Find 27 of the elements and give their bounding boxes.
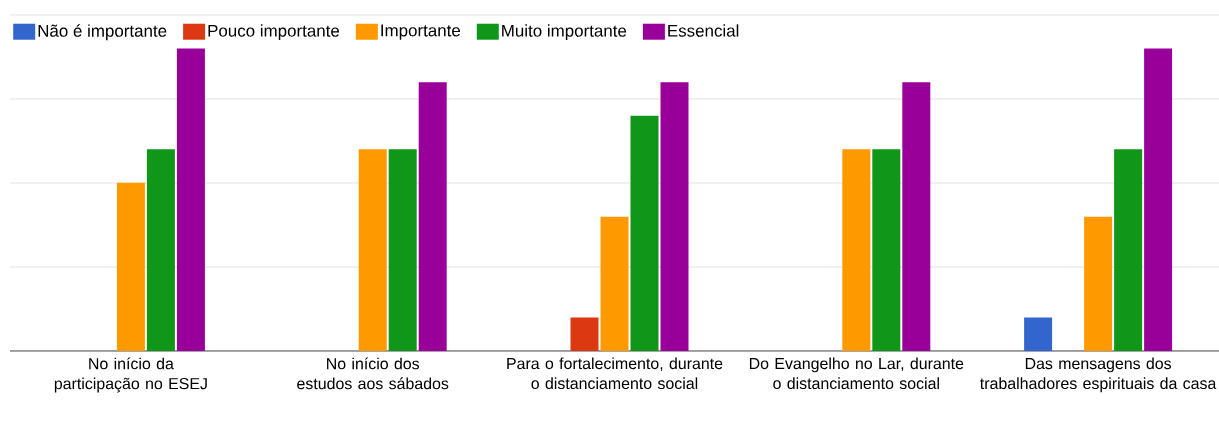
bar <box>418 82 447 351</box>
bar <box>902 82 931 351</box>
bar <box>146 149 175 351</box>
bar <box>872 149 901 351</box>
bar <box>1144 48 1173 351</box>
bar <box>660 82 689 351</box>
x-tick-label: Do Evangelho no Lar, durante o distanciamento social <box>749 357 964 390</box>
bar <box>600 216 629 351</box>
x-tick-label: No início da participação no ESEJ <box>54 357 207 393</box>
x-tick-label: Para o fortalecimento, durante o distanciamento social <box>507 357 723 390</box>
legend-label: Essencial <box>668 24 739 37</box>
bar <box>388 149 417 351</box>
bar <box>1024 317 1053 351</box>
legend-label: Pouco importante <box>208 24 340 41</box>
legend-label: Não é importante <box>38 24 167 41</box>
x-tick-label: No início dos estudos aos sábados <box>297 357 449 390</box>
legend-label: Importante <box>381 24 461 40</box>
x-tick-label: Das mensagens dos trabalhadores espirituais da casa <box>980 357 1217 393</box>
bar <box>176 48 205 351</box>
bar <box>842 149 871 351</box>
legend-label: Muito importante <box>502 24 627 41</box>
bar <box>358 149 387 351</box>
bar <box>630 115 659 351</box>
bar <box>116 182 145 351</box>
bar <box>1114 149 1143 351</box>
bar <box>1084 216 1113 351</box>
bar <box>570 317 599 351</box>
